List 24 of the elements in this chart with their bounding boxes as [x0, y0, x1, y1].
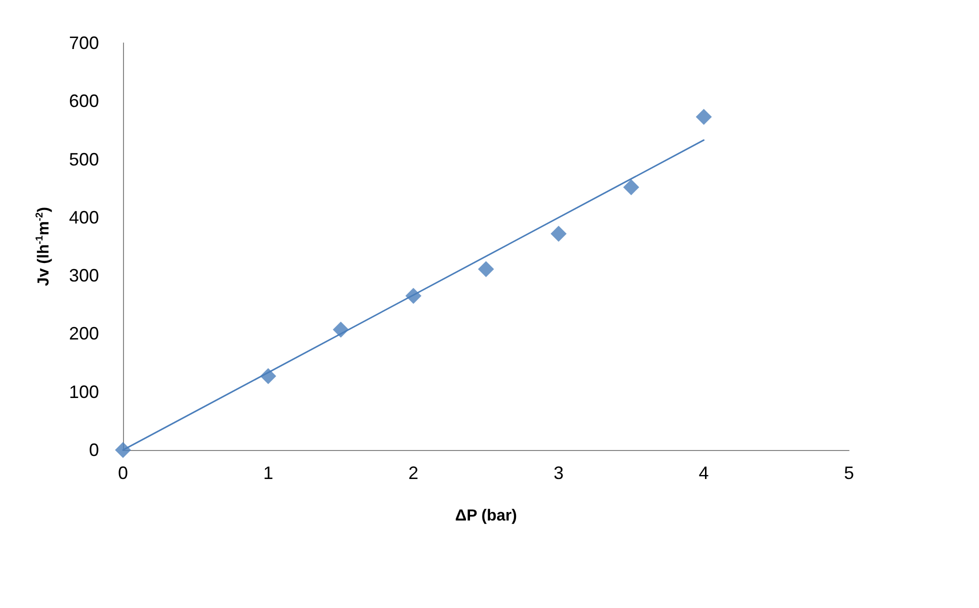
y-tick-label: 300	[68, 266, 99, 286]
point	[115, 442, 131, 458]
y-tick-label: 400	[68, 207, 99, 228]
point	[405, 288, 422, 304]
point	[260, 368, 276, 384]
x-axis-title: ΔP (bar)	[455, 508, 517, 524]
x-tick-label: 2	[408, 463, 418, 483]
point	[550, 226, 567, 242]
point	[696, 108, 712, 125]
x-tick-label: 5	[844, 463, 854, 483]
y-tick-label: 500	[68, 149, 99, 170]
y-tick-label: 700	[68, 33, 99, 53]
y-tick-label: 100	[68, 382, 99, 402]
y-tick-label: 600	[68, 91, 99, 112]
y-axis-title: Jv (lh-1m-2)	[34, 206, 52, 286]
point	[332, 322, 349, 338]
x-tick-label: 3	[554, 463, 564, 483]
y-tick-label: 0	[88, 440, 99, 460]
y-tick-label: 200	[68, 324, 99, 344]
x-tick-label: 0	[118, 463, 128, 483]
x-tick-label: 4	[698, 463, 709, 483]
x-tick-label: 1	[263, 463, 274, 483]
point	[478, 261, 494, 278]
point	[623, 179, 640, 196]
